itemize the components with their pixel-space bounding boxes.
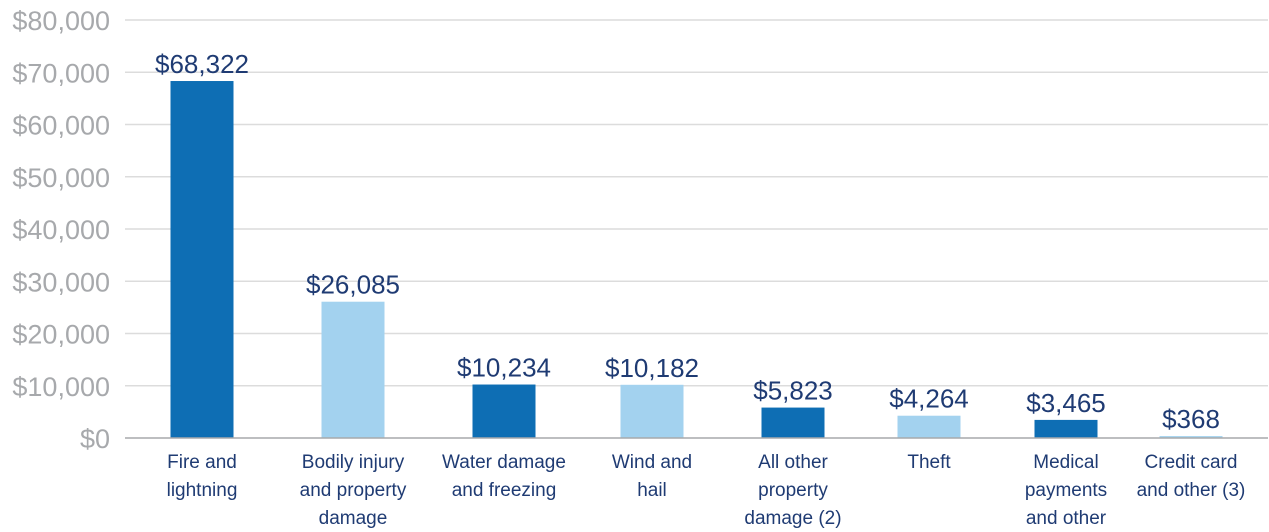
x-tick-label: Medical payments and other [1025, 452, 1107, 529]
x-tick-label: All other property damage (2) [744, 452, 841, 529]
x-axis-category-labels: Fire and lightning Bodily injury and proper… [167, 452, 1246, 529]
x-tick-label: Fire and lightning [167, 452, 238, 501]
x-tick-label: Wind and hail [612, 452, 692, 501]
bars [170, 81, 1223, 438]
bar [1034, 419, 1098, 438]
y-tick-label: $60,000 [12, 111, 110, 141]
bar [321, 301, 385, 438]
y-tick-label: $20,000 [12, 320, 110, 350]
bar [170, 81, 234, 438]
bar [472, 384, 536, 438]
y-tick-label: $70,000 [12, 58, 110, 88]
data-label: $10,234 [457, 353, 551, 383]
y-tick-label: $30,000 [12, 267, 110, 297]
value-labels: $68,322 $26,085 $10,234 $10,182 $5,823 $4,264… [155, 49, 1220, 434]
y-tick-label: $80,000 [12, 6, 110, 36]
y-axis-tick-labels: $0 $10,000 $20,000 $30,000 $40,000 $50,000 $60… [12, 6, 110, 454]
data-label: $10,182 [605, 353, 699, 383]
y-tick-label: $10,000 [12, 372, 110, 402]
x-tick-label: Water damage and freezing [442, 452, 566, 501]
bar [897, 415, 961, 438]
data-label: $368 [1162, 404, 1220, 434]
bar [761, 407, 825, 438]
data-label: $68,322 [155, 49, 249, 79]
gridlines [125, 19, 1268, 387]
y-tick-label: $0 [80, 424, 110, 454]
data-label: $26,085 [306, 270, 400, 300]
x-tick-label: Theft [907, 452, 951, 473]
data-label: $3,465 [1026, 388, 1106, 418]
x-tick-label: Bodily injury and property damage [300, 452, 407, 529]
bar [620, 384, 684, 438]
x-tick-label: Credit card and other (3) [1137, 452, 1246, 501]
bar [1159, 436, 1223, 438]
data-label: $4,264 [889, 384, 969, 414]
y-tick-label: $40,000 [12, 215, 110, 245]
data-label: $5,823 [753, 376, 833, 406]
y-tick-label: $50,000 [12, 163, 110, 193]
